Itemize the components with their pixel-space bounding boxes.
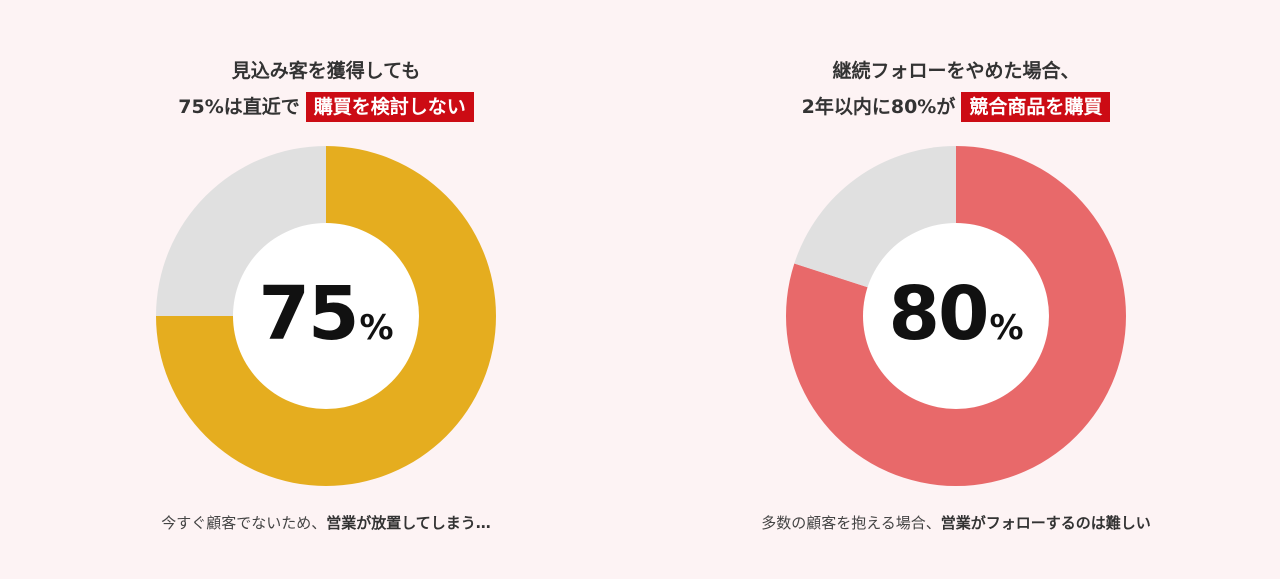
caption-bold: 営業が放置してしまう… bbox=[326, 514, 491, 532]
caption-bold: 営業がフォローするのは難しい bbox=[940, 514, 1151, 532]
donut-hole bbox=[233, 223, 419, 409]
chart-title-highlight: 競合商品を購買 bbox=[961, 92, 1111, 122]
center-number: 80 bbox=[888, 271, 989, 357]
caption-plain: 今すぐ顧客でないため、 bbox=[161, 514, 327, 532]
caption-plain: 多数の顧客を抱える場合、 bbox=[761, 514, 941, 532]
chart-title-line2: 2年以内に80%が 競合商品を購買 bbox=[746, 92, 1166, 122]
chart-panel-prospects: 見込み客を獲得しても 75%は直近で 購買を検討しない 75% 今すぐ顧客でないた… bbox=[116, 0, 536, 579]
chart-title-line1: 継続フォローをやめた場合、 bbox=[832, 60, 1080, 82]
chart-title-prefix: 75%は直近で bbox=[178, 96, 300, 118]
center-number: 75 bbox=[258, 271, 359, 357]
center-value: 80% bbox=[746, 262, 1166, 386]
center-unit: % bbox=[359, 308, 394, 348]
chart-title-line1: 見込み客を獲得しても bbox=[231, 60, 421, 82]
chart-title-highlight: 購買を検討しない bbox=[305, 92, 474, 122]
donut-chart bbox=[156, 146, 496, 486]
donut-hole bbox=[863, 223, 1049, 409]
chart-panel-followup: 継続フォローをやめた場合、 2年以内に80%が 競合商品を購買 80% 多数の顧客… bbox=[746, 0, 1166, 579]
chart-caption: 今すぐ顧客でないため、営業が放置してしまう… bbox=[96, 512, 556, 533]
donut-chart bbox=[786, 146, 1126, 486]
center-unit: % bbox=[989, 308, 1024, 348]
chart-caption: 多数の顧客を抱える場合、営業がフォローするのは難しい bbox=[726, 512, 1186, 533]
center-value: 75% bbox=[116, 262, 536, 386]
chart-title-line2: 75%は直近で 購買を検討しない bbox=[116, 92, 536, 122]
chart-title-prefix: 2年以内に80%が bbox=[801, 96, 956, 118]
